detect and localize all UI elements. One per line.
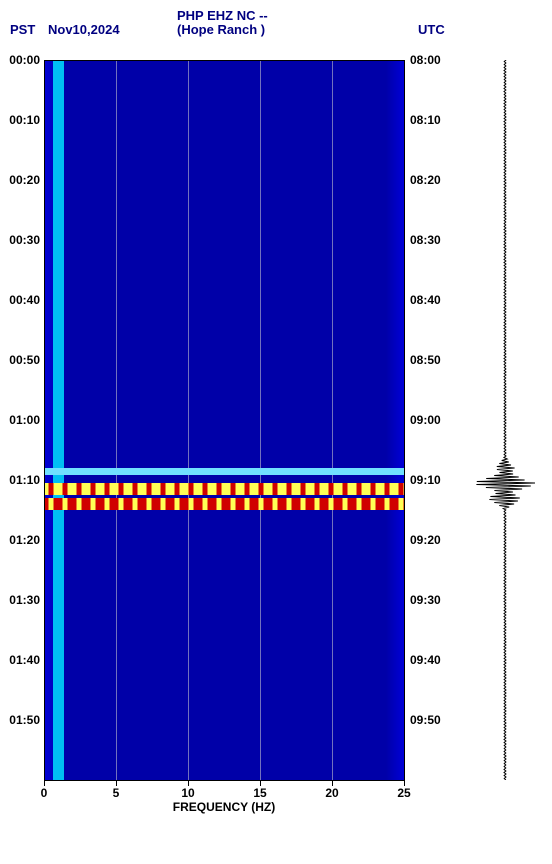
pst-time-tick: 01:40 [0,653,40,667]
pst-time-tick: 00:30 [0,233,40,247]
utc-time-tick: 09:30 [410,593,450,607]
utc-time-tick: 08:50 [410,353,450,367]
event-band [44,483,404,495]
utc-time-tick: 08:40 [410,293,450,307]
location-label: (Hope Ranch ) [177,22,265,37]
pst-label: PST [10,22,35,37]
pst-time-tick: 01:30 [0,593,40,607]
x-axis-label: FREQUENCY (HZ) [173,800,275,814]
pst-time-tick: 00:00 [0,53,40,67]
utc-time-tick: 09:40 [410,653,450,667]
pst-time-tick: 01:00 [0,413,40,427]
gridline [332,60,333,780]
figure-root: PST Nov10,2024 PHP EHZ NC -- (Hope Ranch… [0,0,552,864]
station-label: PHP EHZ NC -- [177,8,268,23]
waveform-path [476,60,535,780]
event-band [44,498,404,510]
utc-time-tick: 09:50 [410,713,450,727]
pst-time-tick: 01:20 [0,533,40,547]
waveform-trace [470,60,540,780]
pst-time-tick: 00:10 [0,113,40,127]
freq-tick-label: 20 [325,786,338,800]
freq-tick-label: 10 [181,786,194,800]
utc-time-tick: 09:20 [410,533,450,547]
utc-time-tick: 08:20 [410,173,450,187]
pst-time-tick: 00:40 [0,293,40,307]
event-band [44,468,404,475]
pst-time-tick: 00:50 [0,353,40,367]
pst-time-tick: 01:10 [0,473,40,487]
freq-tick-label: 5 [113,786,120,800]
gridline [188,60,189,780]
freq-tick-label: 15 [253,786,266,800]
freq-tick-label: 0 [41,786,48,800]
header: PST Nov10,2024 PHP EHZ NC -- (Hope Ranch… [0,0,552,40]
utc-time-tick: 08:00 [410,53,450,67]
utc-time-tick: 08:30 [410,233,450,247]
utc-time-tick: 09:00 [410,413,450,427]
gridline [260,60,261,780]
gridline [116,60,117,780]
freq-tick-label: 25 [397,786,410,800]
pst-time-tick: 01:50 [0,713,40,727]
utc-time-tick: 09:10 [410,473,450,487]
low-freq-band [53,60,65,780]
utc-label: UTC [418,22,445,37]
pst-time-tick: 00:20 [0,173,40,187]
date-label: Nov10,2024 [48,22,120,37]
utc-time-tick: 08:10 [410,113,450,127]
spectrogram-plot [44,60,404,780]
